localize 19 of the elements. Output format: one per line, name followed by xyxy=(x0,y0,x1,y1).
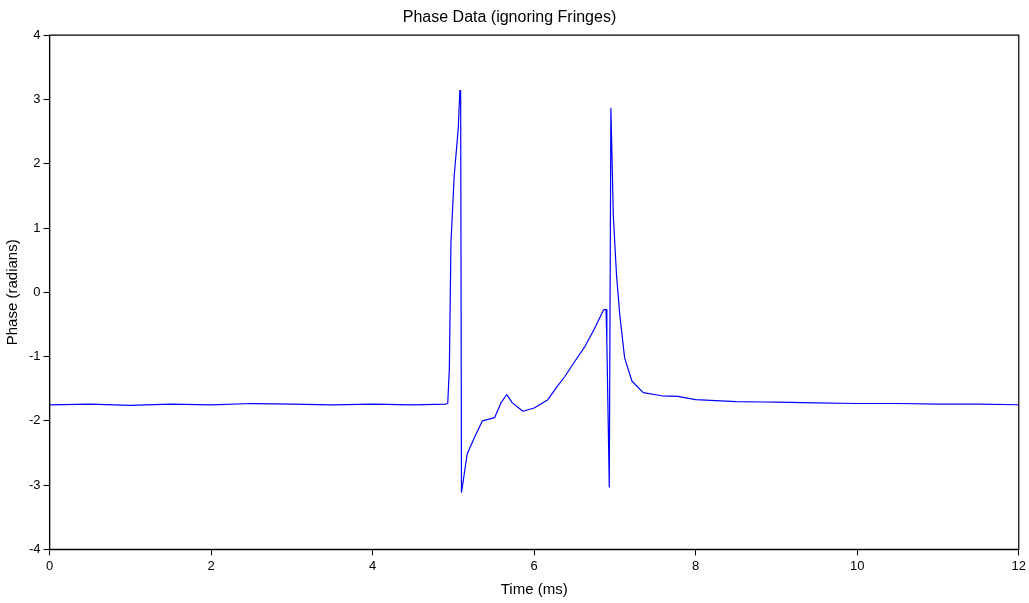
y-tick-label: -4 xyxy=(29,540,41,556)
y-axis-title: Phase (radians) xyxy=(3,239,21,346)
x-tick-label: 4 xyxy=(369,557,377,573)
chart-title: Phase Data (ignoring Fringes) xyxy=(402,8,617,26)
x-tick-label: 12 xyxy=(1011,557,1026,573)
x-axis-title: Time (ms) xyxy=(500,580,568,598)
y-tick-label: 2 xyxy=(33,155,41,171)
x-tick-label: 2 xyxy=(207,557,215,573)
y-tick-label: 4 xyxy=(33,26,41,42)
x-tick-label: 10 xyxy=(850,557,865,573)
y-tick-label: -1 xyxy=(29,348,41,364)
y-tick-label: -2 xyxy=(29,412,41,428)
y-tick-label: -3 xyxy=(29,476,41,492)
y-tick-label: 1 xyxy=(33,219,41,235)
y-tick-label: 0 xyxy=(33,283,41,299)
y-tick-label: 3 xyxy=(33,91,41,107)
x-tick-label: 6 xyxy=(530,557,538,573)
x-tick-label: 0 xyxy=(45,557,54,573)
x-tick-label: 8 xyxy=(692,557,700,573)
